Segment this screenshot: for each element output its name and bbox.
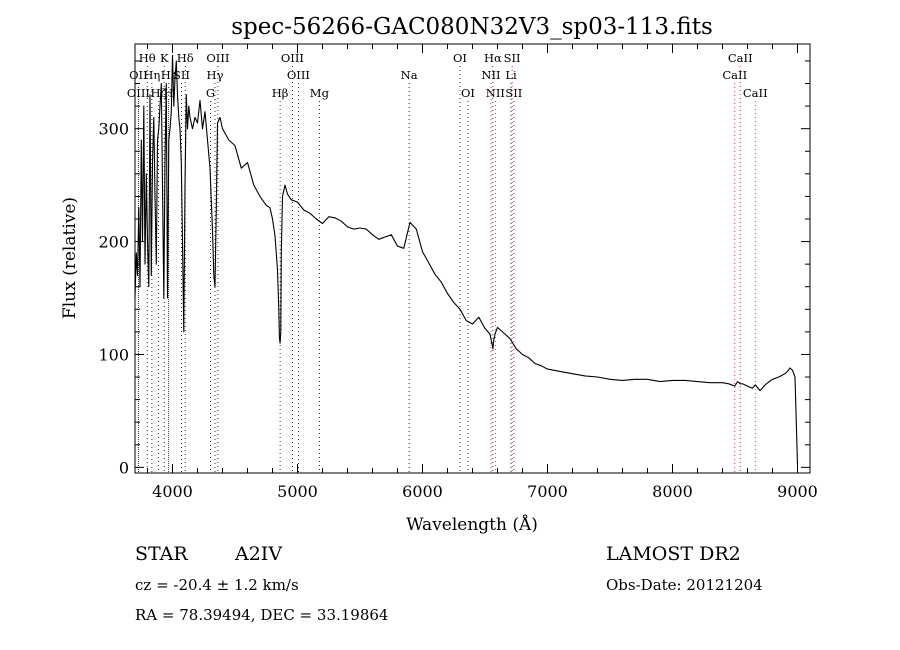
- marker-label-23: Hβ: [272, 86, 289, 100]
- marker-label-17: Li: [505, 68, 517, 82]
- marker-label-14: OIII: [287, 68, 310, 82]
- marker-label-15: Na: [401, 68, 418, 82]
- marker-label-8: CaII: [728, 51, 753, 65]
- x-axis-label: Wavelength (Å): [406, 514, 538, 535]
- marker-label-16: NII: [481, 68, 500, 82]
- marker-label-28: CaII: [743, 86, 768, 100]
- marker-label-6: Hα: [484, 51, 502, 65]
- y-tick-label-0: 0: [119, 458, 129, 477]
- marker-label-25: OI: [461, 86, 475, 100]
- y-axis-label: Flux (relative): [60, 197, 80, 319]
- marker-label-13: Hγ: [207, 68, 224, 82]
- marker-label-20: Hζ: [150, 86, 166, 100]
- marker-label-4: OIII: [281, 51, 304, 65]
- marker-label-21: H: [163, 86, 173, 100]
- x-tick-label-5000: 5000: [277, 482, 318, 501]
- marker-label-19: OIII: [127, 86, 150, 100]
- y-tick-label-300: 300: [98, 120, 129, 139]
- chart-title: spec-56266-GAC080N32V3_sp03-113.fits: [231, 14, 713, 40]
- axis-ticks: [135, 44, 810, 473]
- marker-label-3: OIII: [206, 51, 229, 65]
- marker-label-2: Hδ: [177, 51, 194, 65]
- y-tick-labels: 0 100 200 300: [98, 120, 129, 478]
- x-tick-labels: 4000 5000 6000 7000 8000 9000: [152, 482, 818, 501]
- marker-label-22: G: [206, 86, 215, 100]
- x-tick-label-8000: 8000: [652, 482, 693, 501]
- y-tick-label-100: 100: [98, 345, 129, 364]
- redshift-text: cz = -20.4 ± 1.2 km/s: [135, 576, 299, 594]
- marker-label-0: Hθ: [139, 51, 156, 65]
- obs-date: Obs-Date: 20121204: [606, 576, 763, 594]
- x-tick-label-4000: 4000: [152, 482, 193, 501]
- x-tick-label-7000: 7000: [527, 482, 568, 501]
- plot-frame: [134, 43, 811, 474]
- object-class: STAR: [135, 543, 188, 565]
- object-subclass: A2IV: [234, 543, 282, 565]
- x-tick-label-9000: 9000: [777, 482, 818, 501]
- marker-label-5: OI: [453, 51, 467, 65]
- survey-name: LAMOST DR2: [606, 543, 741, 565]
- marker-label-9: OII: [129, 68, 148, 82]
- marker-label-18: CaII: [722, 68, 747, 82]
- marker-label-1: K: [160, 51, 169, 65]
- series-line-0: [134, 54, 799, 466]
- marker-label-10: Hη: [143, 68, 160, 82]
- marker-label-24: Mg: [310, 86, 330, 100]
- marker-label-27: SII: [505, 86, 522, 100]
- spectrum-series: [134, 54, 799, 466]
- y-tick-label-200: 200: [98, 233, 129, 252]
- marker-label-7: SII: [504, 51, 521, 65]
- marker-label-26: NII: [486, 86, 505, 100]
- x-tick-label-6000: 6000: [402, 482, 443, 501]
- coordinates: RA = 78.39494, DEC = 33.19864: [135, 606, 388, 624]
